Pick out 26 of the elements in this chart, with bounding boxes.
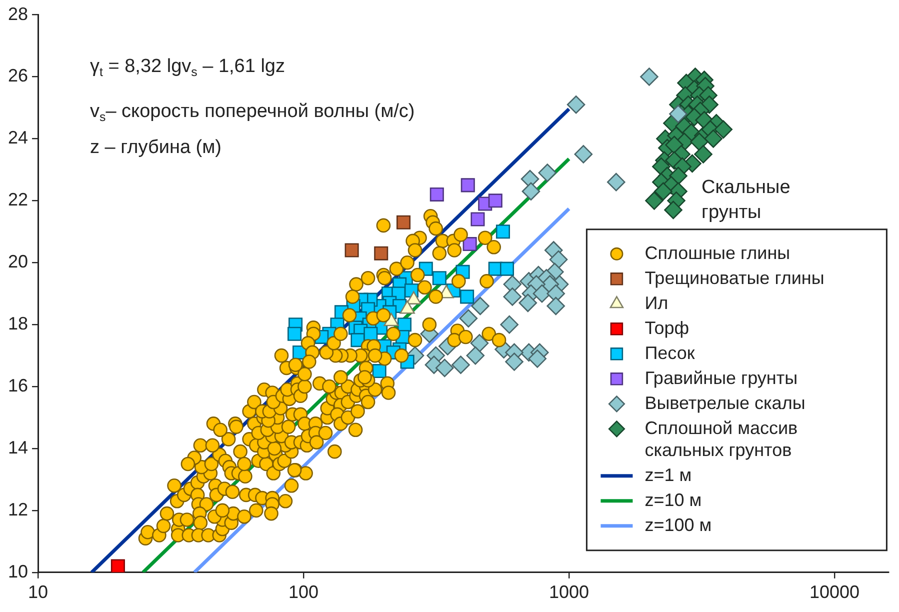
legend-label: Сплошные глины [644,242,790,263]
legend-label: z=100 м [644,514,712,535]
y-tick-label: 16 [8,376,28,396]
y-tick-label: 12 [8,499,28,520]
x-tick-label: 100 [288,582,319,602]
legend-label: Трещиноватые глины [644,268,824,288]
y-tick-label: 18 [8,314,28,334]
y-tick-label: 10 [8,561,28,582]
y-tick-label: 24 [8,128,28,148]
y-tick-label: 14 [8,437,28,458]
y-tick-label: 28 [8,4,28,24]
y-tick-label: 20 [8,252,28,272]
y-tick-label: 22 [8,190,28,210]
y-tick-label: 26 [8,66,28,86]
x-tick-label: 10 [28,582,48,602]
legend-label: Гравийные грунты [644,368,798,388]
annotation: Скальные грунты [702,176,790,223]
x-tick-label: 10000 [809,582,860,602]
legend-label: z=1 м [644,464,692,485]
legend-label: Песок [644,342,695,363]
legend-label: Торф [644,318,690,338]
annotation: z – глубина (м) [90,137,222,158]
legend-label: Выветрелые скалы [644,392,806,413]
legend-label: z=10 м [644,490,702,510]
legend-label: Ил [644,292,668,313]
x-tick-label: 1000 [548,582,590,602]
